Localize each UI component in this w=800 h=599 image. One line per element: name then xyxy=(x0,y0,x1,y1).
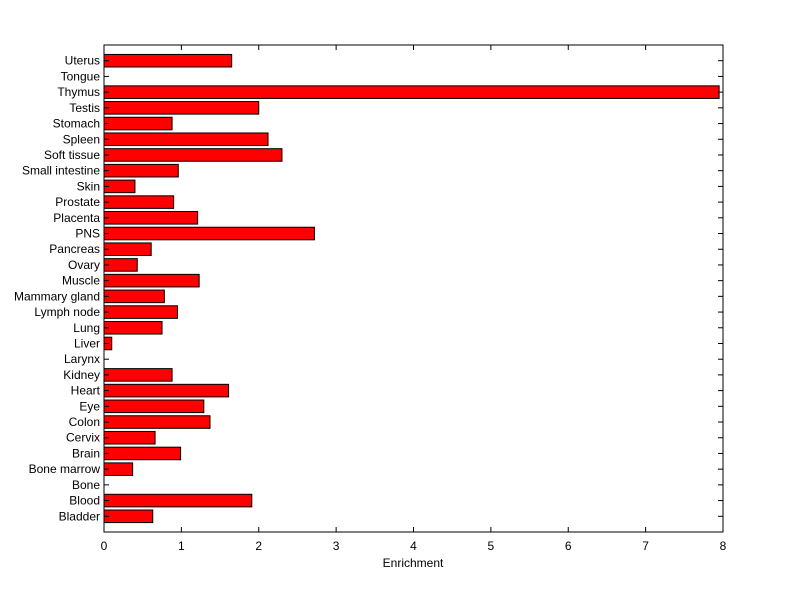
y-tick-label: Prostate xyxy=(55,195,100,209)
bar xyxy=(103,446,182,461)
bar xyxy=(103,273,200,288)
x-tick-label: 7 xyxy=(642,539,649,553)
y-tick-label: Brain xyxy=(72,446,100,460)
y-tick-label: Eye xyxy=(79,399,100,413)
x-tick-label: 1 xyxy=(178,539,185,553)
y-tick-label: Spleen xyxy=(63,132,100,146)
y-tick-label: Heart xyxy=(71,384,101,398)
bar xyxy=(103,53,233,68)
y-tick-label: Placenta xyxy=(53,211,100,225)
x-axis-label: Enrichment xyxy=(383,556,444,570)
y-tick-label: Skin xyxy=(77,179,100,193)
x-tick-label: 6 xyxy=(565,539,572,553)
y-tick-label: Blood xyxy=(69,494,100,508)
y-tick-label: Mammary gland xyxy=(14,289,100,303)
x-tick-label: 8 xyxy=(720,539,727,553)
x-tick-label: 4 xyxy=(410,539,417,553)
y-tick-label: Bone xyxy=(72,478,100,492)
y-tick-label: Lymph node xyxy=(34,305,100,319)
bar xyxy=(103,163,179,178)
y-tick-label: Bone marrow xyxy=(29,462,101,476)
y-tick-label: Tongue xyxy=(61,69,101,83)
bar xyxy=(103,85,720,99)
y-tick-label: Ovary xyxy=(68,258,100,272)
bar xyxy=(103,320,163,335)
y-tick-label: Colon xyxy=(69,415,100,429)
y-tick-label: Stomach xyxy=(53,117,100,131)
bar xyxy=(103,242,152,257)
y-tick-label: PNS xyxy=(75,227,100,241)
x-tick-label: 3 xyxy=(333,539,340,553)
y-tick-label: Soft tissue xyxy=(44,148,100,162)
y-tick-label: Small intestine xyxy=(22,164,100,178)
bar xyxy=(103,211,199,225)
bar xyxy=(103,509,154,524)
bar xyxy=(103,101,260,115)
bar xyxy=(103,148,283,162)
bar xyxy=(103,383,230,398)
bar xyxy=(103,116,173,131)
x-tick-label: 5 xyxy=(488,539,495,553)
bar xyxy=(103,368,173,382)
x-tick-label: 2 xyxy=(255,539,262,553)
x-tick-label: 0 xyxy=(101,539,108,553)
bar xyxy=(103,493,253,508)
bar xyxy=(103,226,315,241)
y-tick-label: Uterus xyxy=(65,54,100,68)
bar xyxy=(103,132,269,147)
y-tick-label: Kidney xyxy=(63,368,100,382)
bar xyxy=(103,305,179,319)
bar xyxy=(103,289,165,304)
y-tick-label: Pancreas xyxy=(49,242,100,256)
y-tick-label: Bladder xyxy=(59,509,100,523)
y-tick-label: Cervix xyxy=(66,431,100,445)
bar xyxy=(103,399,205,414)
y-tick-label: Liver xyxy=(74,336,100,350)
y-tick-label: Testis xyxy=(69,101,100,115)
bar xyxy=(103,415,211,429)
plot-background xyxy=(104,45,723,532)
plot-frame xyxy=(103,44,724,533)
y-tick-label: Thymus xyxy=(57,85,100,99)
y-tick-label: Lung xyxy=(73,321,100,335)
bar xyxy=(103,430,156,445)
y-tick-label: Larynx xyxy=(64,352,100,366)
y-tick-label: Muscle xyxy=(62,274,100,288)
bar xyxy=(103,195,175,209)
